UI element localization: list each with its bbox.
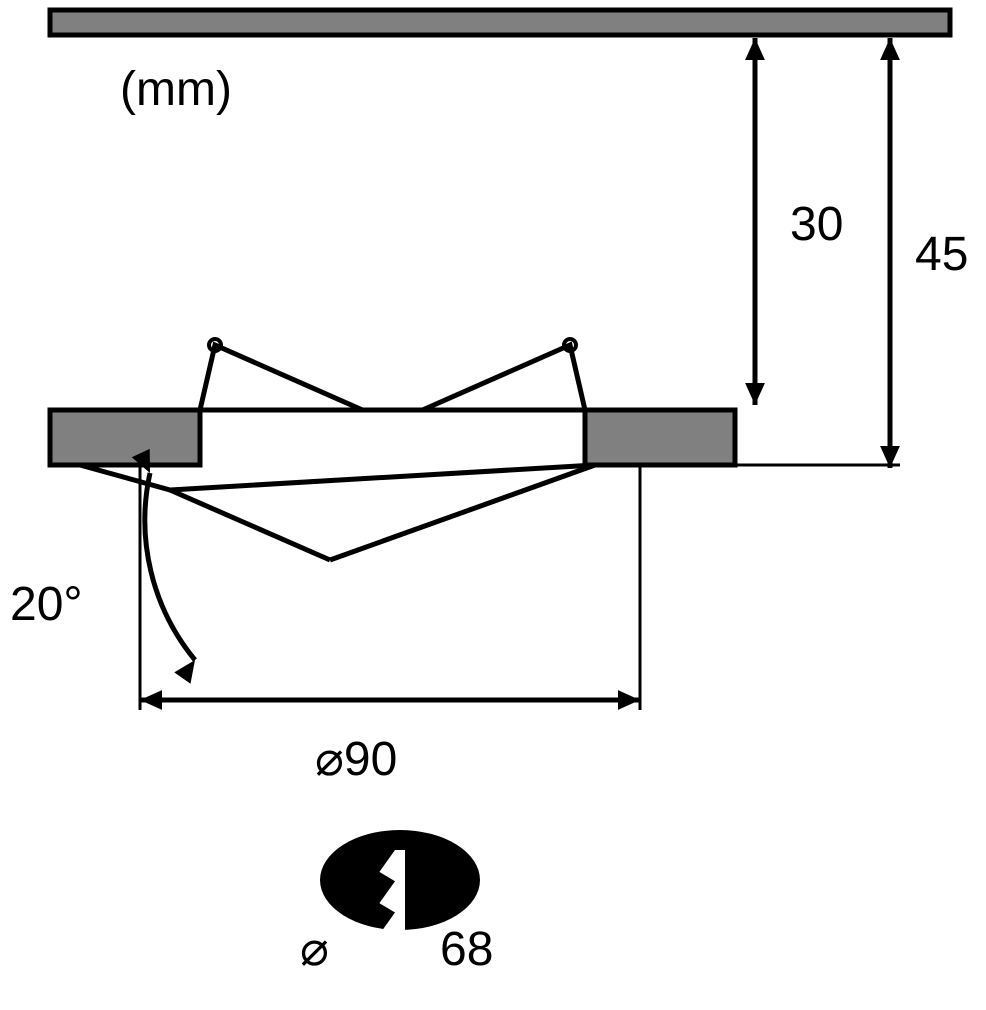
dimension-cutout-68: ⌀ 68: [300, 830, 493, 976]
svg-text:45: 45: [915, 228, 968, 281]
ceiling-bar: [50, 10, 950, 35]
svg-text:20°: 20°: [10, 578, 83, 631]
svg-text:⌀: ⌀: [300, 923, 329, 976]
svg-text:⌀90: ⌀90: [315, 733, 397, 786]
dimension-depth-30: 30: [745, 38, 843, 405]
fixture-cross-section: [50, 339, 735, 560]
units-label: (mm): [120, 63, 232, 116]
svg-text:(mm): (mm): [120, 63, 232, 116]
svg-text:30: 30: [790, 198, 843, 251]
dimension-tilt-angle: 20°: [10, 449, 195, 684]
dimension-diameter-90: ⌀90: [140, 465, 640, 786]
svg-text:68: 68: [440, 923, 493, 976]
dimension-depth-45: 45: [735, 38, 968, 468]
